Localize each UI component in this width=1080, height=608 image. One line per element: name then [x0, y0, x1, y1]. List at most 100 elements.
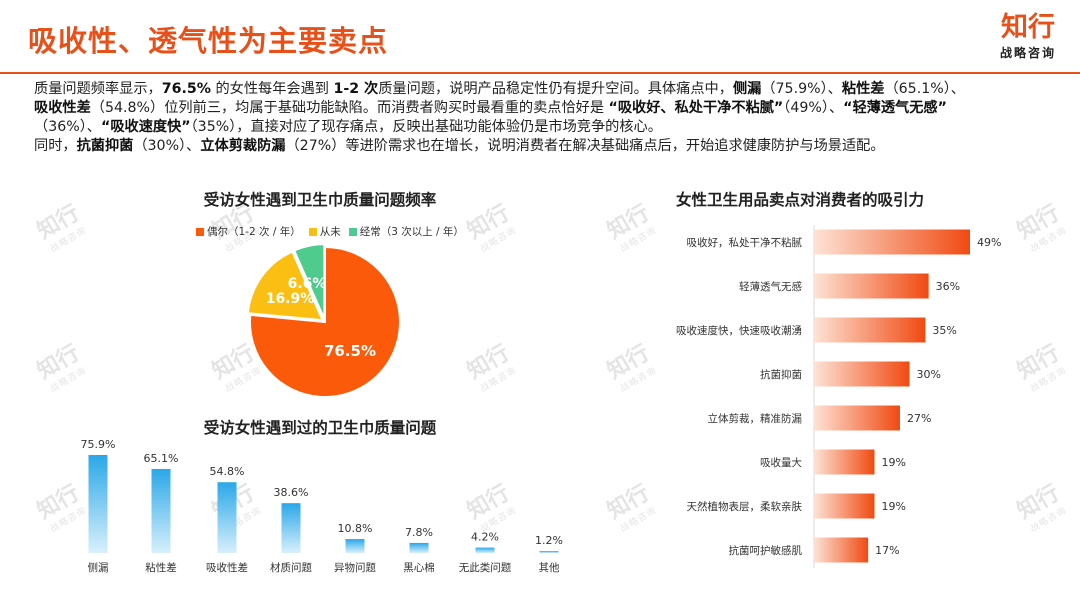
bar-chart: 吸收好，私处干净不粘腻 49% 轻薄透气无感 36% 吸收速度快，快速吸收潮湧 35% 抗菌…: [676, 225, 1001, 568]
bar-category-label: 天然植物表层，柔软亲肤: [687, 500, 803, 513]
bar-category-label: 轻薄透气无感: [739, 280, 802, 293]
pie-chart-title: 受访女性遇到卫生巾质量问题频率: [203, 191, 437, 209]
bar-value-label: 30%: [917, 368, 941, 381]
summary-text: （54.8%）位列前三，均属于基础功能缺陷。而消费者购买时最看重的卖点恰好是: [90, 100, 609, 116]
column-category-label: 材质问题: [270, 561, 312, 574]
pie-value-label: 16.9%: [266, 291, 315, 307]
page-title: 吸收性、透气性为主要卖点: [28, 24, 389, 58]
brand-logo: 知行 战略咨询: [1000, 12, 1056, 61]
summary-text: （75.9%）、: [761, 81, 842, 97]
bar-category-label: 抗菌抑菌: [760, 368, 802, 381]
bar-value-label: 19%: [881, 500, 905, 513]
attraction-bar: [814, 449, 875, 475]
summary-text: 质量问题频率显示，: [34, 81, 162, 97]
summary-line-1: 质量问题频率显示，76.5% 的女性每年会遇到 1-2 次质量问题，说明产品稳定…: [34, 80, 1048, 99]
column-category-label: 吸收性差: [206, 561, 248, 574]
summary-line-2: 吸收性差（54.8%）位列前三，均属于基础功能缺陷。而消费者购买时最看重的卖点恰…: [34, 99, 1048, 118]
brand-subtitle: 战略咨询: [999, 46, 1056, 60]
column-category-label: 粘性差: [145, 561, 177, 574]
summary-highlight: “轻薄透气无感”: [843, 100, 947, 116]
bar-value-label: 36%: [936, 280, 960, 293]
legend-swatch: [308, 227, 317, 236]
brand-mark: 知行: [1000, 12, 1055, 43]
summary-line-3: （36%）、“吸收速度快”（35%），直接对应了现存痛点，反映出基础功能体验仍是…: [34, 118, 1048, 137]
summary-highlight: 粘性差: [841, 81, 885, 97]
summary-highlight: 抗菌抑菌: [76, 138, 134, 154]
column-bar: [409, 542, 429, 553]
summary-text: 的女性每年会遇到: [210, 81, 334, 97]
pie-slice-occasional: [249, 245, 401, 398]
column-value-label: 7.8%: [405, 526, 433, 539]
pie-chart: 76.5% 16.9%6.6%: [246, 243, 401, 398]
bar-category-label: 吸收量大: [760, 456, 802, 469]
summary-highlight: 立体剪裁防漏: [200, 138, 286, 154]
legend-swatch: [196, 227, 204, 236]
bar-value-label: 49%: [977, 236, 1001, 249]
column-bar: [475, 547, 495, 553]
column-value-label: 1.2%: [535, 534, 563, 547]
column-chart-title: 受访女性遇到过的卫生巾质量问题: [203, 419, 437, 437]
pie-value-label: 76.5%: [324, 342, 376, 360]
summary-text: 同时，: [34, 138, 77, 154]
bar-value-label: 35%: [932, 324, 956, 337]
column-chart: 75.9% 侧漏 65.1% 粘性差 54.8% 吸收性差 38.6% 材质问题 10.8% 异物…: [81, 438, 563, 574]
summary-highlight: 1-2 次: [333, 81, 379, 97]
legend-label: 经常（3 次以上 / 年）: [359, 226, 464, 238]
column-value-label: 54.8%: [210, 465, 245, 478]
bar-category-label: 抗菌呵护敏感肌: [729, 544, 803, 557]
column-value-label: 38.6%: [274, 486, 309, 499]
column-value-label: 4.2%: [471, 531, 499, 544]
legend-item-frequent: 经常（3 次以上 / 年）: [348, 224, 464, 239]
column-bar: [88, 455, 108, 553]
attraction-bar: [814, 361, 910, 387]
pie-value-label: 6.6%: [288, 276, 327, 292]
bar-category-label: 立体剪裁，精准防漏: [708, 412, 803, 425]
summary-highlight: 侧漏: [732, 81, 762, 97]
column-bar: [281, 503, 301, 553]
summary-highlight: 76.5%: [161, 81, 211, 97]
summary-highlight: 吸收性差: [34, 100, 91, 116]
bar-category-label: 吸收速度快，快速吸收潮湧: [676, 324, 802, 337]
summary-text: （36%）、: [34, 119, 101, 135]
summary-text: （65.1%）、: [884, 81, 965, 97]
column-value-label: 10.8%: [338, 522, 373, 535]
column-category-label: 异物问题: [334, 561, 376, 574]
summary-highlight: “吸收速度快”: [101, 119, 191, 135]
summary-highlight: “吸收好、私处干净不粘腻”: [608, 100, 784, 116]
bar-chart-title: 女性卫生用品卖点对消费者的吸引力: [675, 191, 924, 209]
attraction-bar: [814, 493, 875, 519]
column-value-label: 65.1%: [144, 452, 179, 465]
column-bar: [345, 539, 365, 553]
summary-line-4: 同时，抗菌抑菌（30%）、立体剪裁防漏（27%）等进阶需求也在增长，说明消费者在…: [34, 137, 1048, 156]
bar-value-label: 17%: [875, 544, 899, 557]
legend-label: 从未: [319, 226, 341, 238]
attraction-bar: [814, 405, 900, 431]
bar-value-label: 19%: [881, 456, 905, 469]
bar-category-label: 吸收好，私处干净不粘腻: [687, 236, 803, 249]
column-value-label: 75.9%: [81, 438, 116, 451]
summary-paragraph: 质量问题频率显示，76.5% 的女性每年会遇到 1-2 次质量问题，说明产品稳定…: [34, 80, 1048, 156]
legend-swatch: [348, 227, 357, 236]
pie-legend: 偶尔（1-2 次 / 年） 从未 经常（3 次以上 / 年）: [196, 224, 464, 239]
pie-slice-frequent: [292, 243, 326, 320]
attraction-bar: [814, 229, 970, 255]
summary-text: （27%）等进阶需求也在增长，说明消费者在解决基础痛点后，开始追求健康防护与场景…: [285, 138, 885, 154]
column-bar: [151, 468, 171, 553]
column-category-label: 黑心棉: [403, 561, 435, 574]
bar-value-label: 27%: [907, 412, 931, 425]
summary-text: （35%），直接对应了现存痛点，反映出基础功能体验仍是市场竞争的核心。: [190, 119, 662, 135]
summary-text: 质量问题，说明产品稳定性仍有提升空间。具体痛点中，: [378, 81, 733, 97]
legend-label: 偶尔（1-2 次 / 年）: [207, 226, 301, 238]
attraction-bar: [814, 273, 929, 299]
pie-slice-never: [246, 250, 325, 322]
column-category-label: 其他: [539, 561, 560, 574]
attraction-bar: [814, 537, 869, 563]
column-category-label: 无此类问题: [459, 561, 512, 574]
summary-text: （30%）、: [133, 138, 201, 154]
legend-item-occasional: 偶尔（1-2 次 / 年）: [196, 224, 301, 239]
column-category-label: 侧漏: [88, 561, 109, 574]
column-bar: [217, 482, 237, 553]
title-divider: [0, 72, 1080, 74]
attraction-bar: [814, 317, 926, 343]
